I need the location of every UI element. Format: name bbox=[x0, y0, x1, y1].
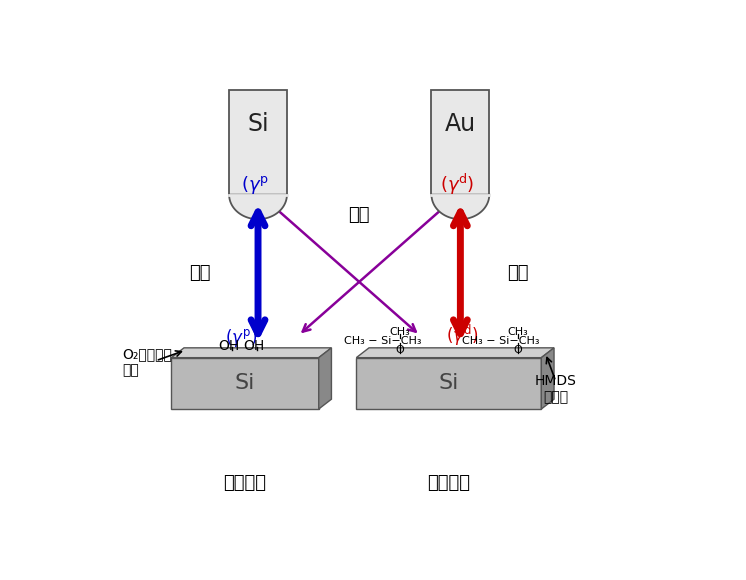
Text: O: O bbox=[514, 345, 522, 355]
Text: CH₃: CH₃ bbox=[508, 327, 529, 337]
Text: $( \gamma^{\rm d})$: $( \gamma^{\rm d})$ bbox=[440, 172, 474, 197]
Text: 弱い: 弱い bbox=[348, 206, 370, 224]
Text: O₂プラズマ
処理: O₂プラズマ 処理 bbox=[122, 347, 172, 377]
Text: $( \gamma^{\rm p})$: $( \gamma^{\rm p})$ bbox=[225, 327, 257, 349]
Text: 強い: 強い bbox=[189, 264, 211, 282]
Text: OH: OH bbox=[243, 339, 265, 353]
Text: Si: Si bbox=[439, 374, 459, 393]
Text: OH: OH bbox=[219, 339, 239, 353]
Text: Au: Au bbox=[445, 113, 476, 136]
Text: 強い: 強い bbox=[507, 264, 529, 282]
Polygon shape bbox=[357, 348, 554, 358]
Text: $( \gamma^{\rm p}$: $( \gamma^{\rm p}$ bbox=[241, 174, 269, 196]
Polygon shape bbox=[229, 195, 287, 219]
Text: Si: Si bbox=[247, 113, 269, 136]
Polygon shape bbox=[431, 195, 489, 219]
Text: $( \gamma^{\rm d})$: $( \gamma^{\rm d})$ bbox=[446, 322, 478, 348]
Polygon shape bbox=[357, 358, 542, 409]
Polygon shape bbox=[542, 348, 554, 409]
Polygon shape bbox=[229, 90, 287, 195]
Text: Si: Si bbox=[235, 374, 255, 393]
Polygon shape bbox=[172, 358, 319, 409]
Polygon shape bbox=[319, 348, 331, 409]
Polygon shape bbox=[172, 348, 331, 358]
Text: CH₃ − Si−CH₃: CH₃ − Si−CH₃ bbox=[462, 336, 539, 346]
Text: 疎水表面: 疎水表面 bbox=[427, 474, 470, 492]
Text: 親水表面: 親水表面 bbox=[223, 474, 266, 492]
Text: CH₃ − Si−CH₃: CH₃ − Si−CH₃ bbox=[344, 336, 421, 346]
Polygon shape bbox=[431, 90, 489, 195]
Text: O: O bbox=[395, 345, 404, 355]
Text: HMDS
処理層: HMDS 処理層 bbox=[535, 374, 577, 404]
Text: CH₃: CH₃ bbox=[389, 327, 410, 337]
